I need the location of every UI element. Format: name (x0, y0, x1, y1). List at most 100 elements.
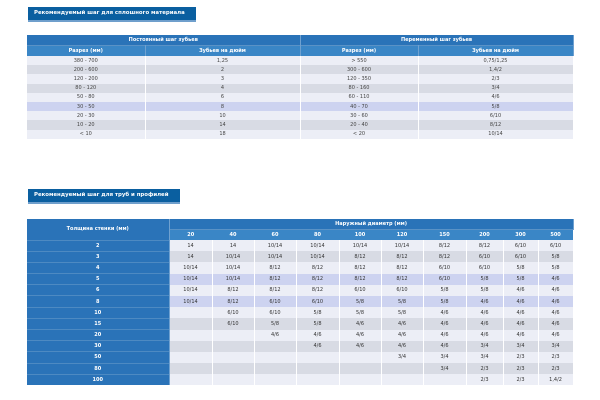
table-cell: 8/12 (339, 251, 382, 263)
table-cell: 2/3 (466, 374, 504, 385)
table-cell: 6/10 (503, 251, 539, 263)
table-cell: 4/6 (466, 329, 504, 341)
wall-thickness-cell: 20 (27, 328, 170, 341)
table-row: 6 10/14 8/12 8/12 8/12 6/10 6/10 5/8 5/8 4/6 4/6 (27, 284, 574, 296)
table-cell: 14 (169, 240, 213, 252)
table-cell: 5/8 (254, 318, 297, 330)
table-cell: 6/10 (254, 295, 297, 308)
table-cell: 80 - 120 (27, 83, 146, 93)
table-cell: 8/12 (381, 262, 424, 274)
table-cell: 3/4 (538, 340, 574, 352)
table-cell: 4/6 (381, 340, 424, 352)
table-cell (339, 374, 382, 385)
table-row: 380 - 700 1,25 > 550 0,75/1,25 (27, 56, 574, 66)
table-cell (169, 374, 213, 385)
table-cell: 10/14 (381, 240, 424, 252)
table-cell: 8/12 (212, 295, 255, 308)
table-cell: 50 - 80 (27, 92, 146, 102)
table-cell: 5/8 (418, 101, 574, 112)
table-cell: 8/12 (339, 273, 382, 285)
table-cell: 4/6 (296, 340, 340, 352)
table-cell: 8 (145, 101, 301, 112)
table-cell: 10/14 (212, 251, 255, 263)
table-cell: 200 - 600 (27, 65, 146, 75)
table-cell: 2 (145, 65, 301, 75)
table-row: 120 - 200 3 120 - 350 2/3 (27, 74, 574, 84)
table-cell: 4/6 (503, 318, 539, 330)
wall-thickness-cell: 50 (27, 351, 170, 364)
table-cell: 6/10 (212, 307, 255, 319)
table-cell: 8/12 (296, 273, 340, 285)
table-cell: > 550 (300, 56, 419, 66)
wall-thickness-cell: 2 (27, 239, 170, 252)
table-row: 2 14 14 10/14 10/14 10/14 10/14 8/12 8/12 6/10 6/1… (27, 239, 574, 252)
table-cell: 6/10 (466, 262, 504, 274)
table-cell: 14 (145, 120, 301, 130)
table-cell: 5/8 (466, 284, 504, 296)
table-cell: 5/8 (538, 251, 574, 263)
wall-thickness-cell: 10 (27, 306, 170, 319)
table-cell (169, 363, 213, 375)
table-cell: 4/6 (538, 284, 574, 296)
table-cell: 5/8 (466, 273, 504, 285)
table-cell: 10/14 (254, 240, 297, 252)
table-row: 100 2/3 2/3 1,4/2 (27, 373, 574, 385)
wall-thickness-cell: 6 (27, 284, 170, 296)
table-cell: 10 (145, 111, 301, 121)
table-cell: 8/12 (381, 251, 424, 263)
wall-thickness-cell: 8 (27, 295, 170, 308)
wall-thickness-cell: 30 (27, 340, 170, 352)
table-cell: 8/12 (254, 273, 297, 285)
table-cell: 5/8 (423, 295, 467, 308)
table-row: 200 - 600 2 300 - 600 1,4/2 (27, 65, 574, 75)
table-cell: 6/10 (423, 273, 467, 285)
table-cell: 30 - 50 (27, 101, 146, 112)
table-cell: 4/6 (503, 329, 539, 341)
table-cell: 4/6 (466, 318, 504, 330)
table-cell (169, 351, 213, 364)
table-cell: 4/6 (296, 329, 340, 341)
table-cell: 60 - 110 (300, 92, 419, 102)
col-section-variable: Разрез (мм) (300, 45, 419, 56)
diameter-header: 500 (538, 229, 574, 240)
table-cell: 3/4 (423, 351, 467, 364)
table-cell: 10/14 (169, 295, 213, 308)
table-cell: 5/8 (339, 295, 382, 308)
table-cell: 5/8 (296, 307, 340, 319)
table-cell: 5/8 (381, 307, 424, 319)
table-cell: 8/12 (296, 284, 340, 296)
table-row: 20 4/6 4/6 4/6 4/6 4/6 4/6 4/6 4/6 (27, 328, 574, 341)
solid-section-title: Рекомендуемый шаг для сплошного материал… (28, 7, 196, 22)
table-row: 50 3/4 3/4 3/4 2/3 2/3 (27, 351, 574, 364)
table-cell: 3/4 (503, 340, 539, 352)
table-cell: 6/10 (423, 262, 467, 274)
table-cell: 8/12 (418, 120, 574, 130)
table-cell: 10/14 (169, 284, 213, 296)
table-cell: 2/3 (466, 363, 504, 375)
table-cell: 10 - 20 (27, 120, 146, 130)
table-cell: 3/4 (418, 83, 574, 93)
table-cell: 3/4 (466, 351, 504, 364)
table-cell: 4/6 (423, 329, 467, 341)
table-cell: 4/6 (339, 340, 382, 352)
table-cell: 10/14 (212, 262, 255, 274)
wall-thickness-cell: 4 (27, 261, 170, 274)
table-cell (169, 329, 213, 341)
table-cell: 6/10 (538, 240, 574, 252)
wall-thickness-cell: 3 (27, 250, 170, 263)
table-cell: 380 - 700 (27, 56, 146, 66)
table-row: 10 - 20 14 20 - 40 8/12 (27, 120, 574, 130)
solid-material-table: Постоянный шаг зубьев Переменный шаг зуб… (27, 35, 574, 139)
table-cell: 6/10 (339, 284, 382, 296)
table-cell (254, 340, 297, 352)
table-row: 30 4/6 4/6 4/6 4/6 3/4 3/4 3/4 (27, 340, 574, 352)
table-cell: 5/8 (538, 262, 574, 274)
table-cell: 8/12 (254, 262, 297, 274)
table-row: 80 3/4 2/3 2/3 2/3 (27, 362, 574, 375)
table-row: 15 6/10 5/8 5/8 4/6 4/6 4/6 4/6 4/6 4/6 (27, 317, 574, 330)
table-cell: 10/14 (296, 251, 340, 263)
table-cell: 5/8 (503, 273, 539, 285)
table-cell: 6 (145, 92, 301, 102)
table-row: 5 10/14 10/14 8/12 8/12 8/12 8/12 6/10 5/8 5/8 4/6 (27, 273, 574, 285)
table-cell: 2/3 (503, 374, 539, 385)
